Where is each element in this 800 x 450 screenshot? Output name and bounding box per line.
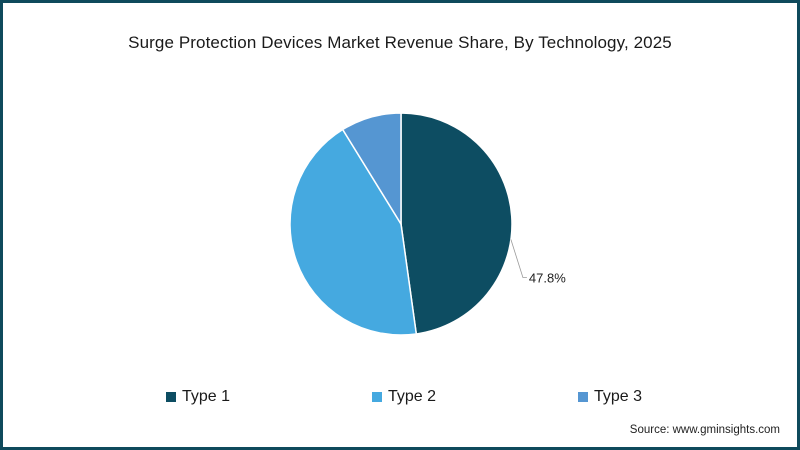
pie-slices [289,112,513,336]
chart-title: Surge Protection Devices Market Revenue … [128,33,672,52]
pie-slice-type-2 [289,128,418,336]
legend-item-type-2: Type 2 [372,388,436,406]
legend-label: Type 3 [594,388,643,405]
legend-item-type-3: Type 3 [578,388,642,406]
pie-slice-type-1 [400,112,513,335]
legend-label: Type 2 [388,388,437,405]
data-label-type-1: 47.8% [529,271,566,286]
legend-swatch-type-1 [166,392,176,402]
legend: Type 1 Type 2 Type 3 [0,388,800,410]
data-label-leader-line [510,239,527,278]
legend-swatch-type-2 [372,392,382,402]
pie-slice-type-3 [341,112,402,227]
source-note: Source: www.gminsights.com [629,424,780,436]
legend-swatch-type-3 [578,392,588,402]
legend-item-type-1: Type 1 [166,388,230,406]
legend-label: Type 1 [182,388,231,405]
